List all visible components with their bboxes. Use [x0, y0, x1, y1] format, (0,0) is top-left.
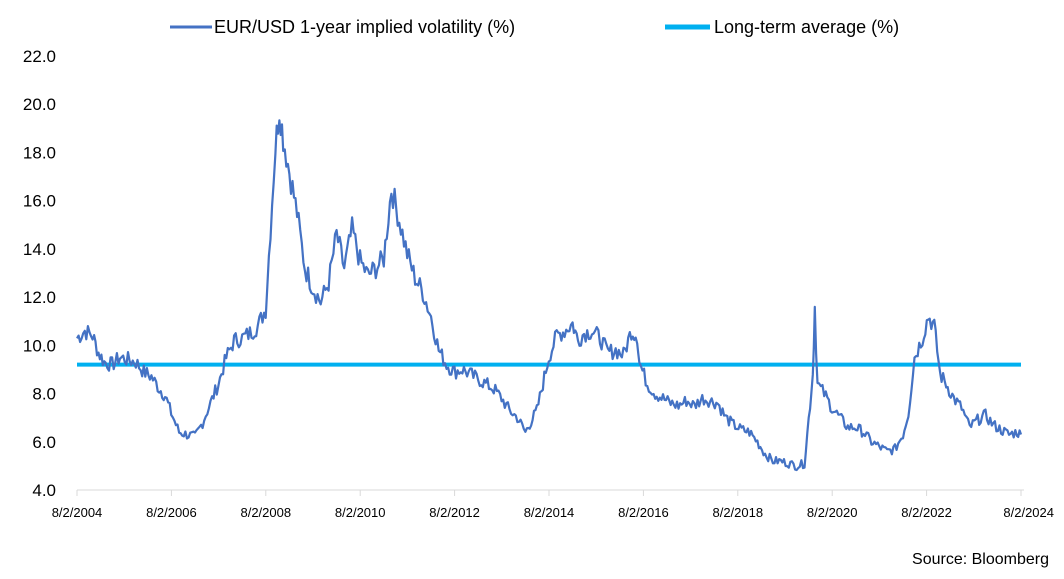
x-tick-label: 8/2/2014 — [524, 505, 575, 520]
y-tick-label: 18.0 — [23, 143, 56, 162]
x-tick-label: 8/2/2008 — [240, 505, 291, 520]
y-tick-label: 10.0 — [23, 336, 56, 355]
legend-label-average: Long-term average (%) — [714, 17, 899, 37]
y-tick-label: 14.0 — [23, 240, 56, 259]
y-tick-label: 20.0 — [23, 95, 56, 114]
legend: EUR/USD 1-year implied volatility (%) Lo… — [170, 17, 899, 37]
x-tick-label: 8/2/2020 — [807, 505, 858, 520]
y-axis-ticks: 4.0 6.0 8.0 10.0 12.0 14.0 16.0 18.0 20.0 22.0 — [23, 47, 56, 500]
x-tick-label: 8/2/2010 — [335, 505, 386, 520]
x-tick-label: 8/2/2022 — [901, 505, 952, 520]
x-tick-label: 8/2/2004 — [52, 505, 103, 520]
x-tick-label: 8/2/2024 — [1003, 505, 1054, 520]
series-vol-line — [76, 119, 1023, 472]
x-tick-label: 8/2/2016 — [618, 505, 669, 520]
y-tick-label: 16.0 — [23, 192, 56, 211]
y-tick-label: 22.0 — [23, 47, 56, 66]
x-tick-label: 8/2/2018 — [712, 505, 763, 520]
y-tick-label: 8.0 — [32, 385, 56, 404]
y-tick-label: 12.0 — [23, 288, 56, 307]
y-tick-label: 4.0 — [32, 481, 56, 500]
x-tick-label: 8/2/2012 — [429, 505, 480, 520]
source-note: Source: Bloomberg — [912, 551, 1049, 568]
y-tick-label: 6.0 — [32, 433, 56, 452]
x-tick-label: 8/2/2006 — [146, 505, 197, 520]
legend-label-vol: EUR/USD 1-year implied volatility (%) — [214, 17, 515, 37]
x-axis-ticks: 8/2/2004 8/2/2006 8/2/2008 8/2/2010 8/2/2012… — [52, 490, 1054, 520]
